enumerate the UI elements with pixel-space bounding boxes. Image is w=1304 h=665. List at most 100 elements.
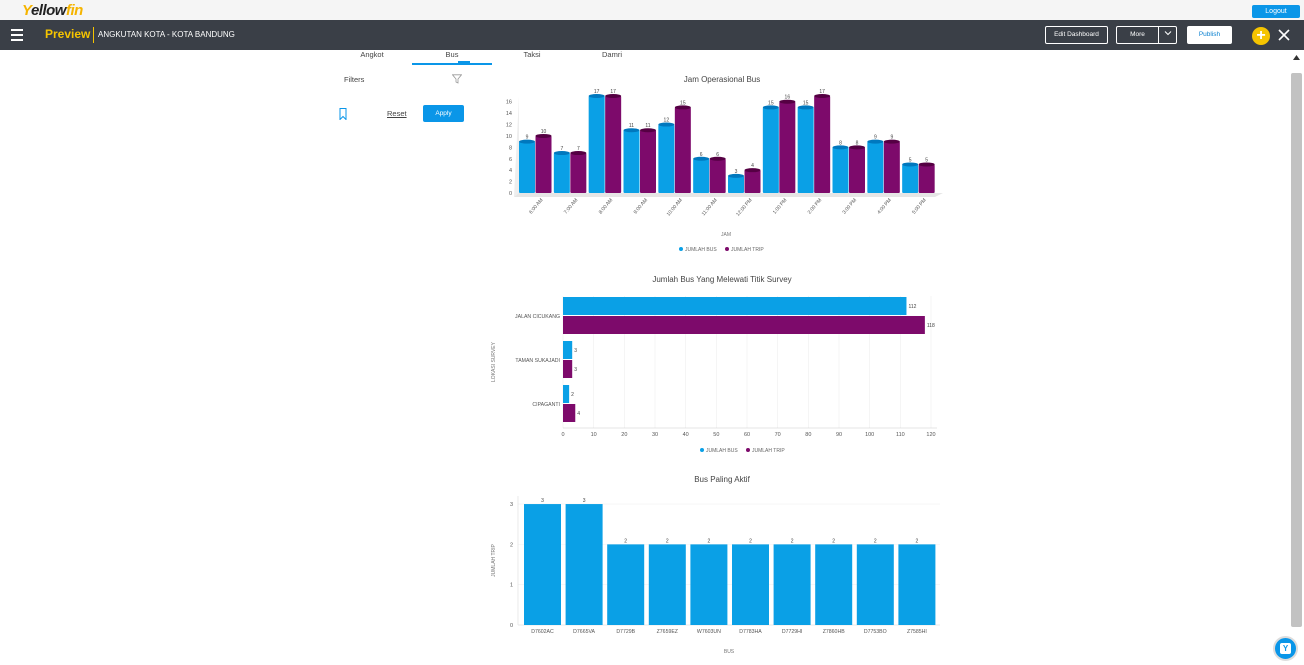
x-tick-label: 1:00 PM bbox=[772, 197, 789, 215]
scroll-up-icon[interactable] bbox=[1292, 54, 1301, 62]
y-tick-label: 1 bbox=[510, 583, 513, 589]
bar bbox=[732, 544, 769, 625]
x-tick-label: D7753BO bbox=[864, 629, 887, 635]
x-tick-label: 10:00 AM bbox=[666, 197, 684, 217]
bar bbox=[519, 141, 535, 193]
y-tick-label: 3 bbox=[510, 502, 513, 508]
tab-angkot[interactable]: Angkot bbox=[360, 50, 384, 59]
data-label: 5 bbox=[909, 157, 912, 163]
data-label: 17 bbox=[819, 89, 825, 95]
divider bbox=[93, 27, 94, 43]
tab-damri[interactable]: Damri bbox=[602, 50, 622, 59]
apply-button[interactable]: Apply bbox=[423, 105, 464, 122]
x-tick-label: 50 bbox=[713, 432, 719, 438]
legend-swatch bbox=[746, 448, 750, 452]
tab-taksi[interactable]: Taksi bbox=[523, 50, 541, 59]
bar bbox=[883, 141, 900, 193]
bar bbox=[563, 316, 925, 334]
data-label: 6 bbox=[716, 152, 719, 158]
x-tick-label: 5:00 PM bbox=[911, 197, 928, 215]
y-tick-label: 4 bbox=[509, 168, 512, 174]
bar bbox=[902, 164, 919, 193]
y-tick-label: CIPAGANTI bbox=[532, 402, 560, 408]
data-label: 15 bbox=[680, 100, 686, 106]
bar-cap bbox=[674, 105, 691, 110]
add-icon[interactable]: + bbox=[1252, 27, 1270, 45]
bar bbox=[588, 96, 605, 193]
bar-cap bbox=[605, 94, 622, 98]
legend-item: JUMLAH TRIP bbox=[731, 247, 764, 253]
reset-link[interactable]: Reset bbox=[387, 109, 407, 118]
bookmark-icon[interactable] bbox=[339, 108, 347, 120]
y-tick-label: 0 bbox=[510, 623, 513, 629]
y-tick-label: 0 bbox=[509, 191, 512, 197]
bar bbox=[898, 544, 936, 625]
hamburger-menu-icon[interactable] bbox=[11, 29, 23, 41]
preview-label: Preview bbox=[45, 27, 91, 41]
bar bbox=[648, 544, 686, 625]
bar-cap bbox=[762, 105, 779, 110]
x-tick-label: 6:00 AM bbox=[528, 197, 544, 215]
bar bbox=[563, 360, 573, 378]
help-button[interactable]: Y bbox=[1273, 636, 1298, 661]
bar-cap bbox=[744, 168, 761, 173]
bar bbox=[565, 504, 603, 625]
data-label: 10 bbox=[541, 129, 547, 135]
x-tick-label: Z7659EZ bbox=[657, 629, 678, 635]
bar-cap bbox=[640, 128, 656, 133]
bar bbox=[690, 544, 728, 625]
data-label: 4 bbox=[577, 411, 580, 417]
bar-cap bbox=[709, 156, 726, 161]
chevron-down-icon[interactable] bbox=[1164, 29, 1172, 37]
x-axis-label: JAM bbox=[721, 232, 731, 238]
scroll-thumb[interactable] bbox=[1291, 73, 1302, 627]
floor bbox=[514, 193, 943, 197]
y-tick-label: 10 bbox=[506, 134, 512, 140]
close-icon[interactable] bbox=[1277, 28, 1291, 42]
x-tick-label: 11:00 AM bbox=[701, 197, 719, 217]
data-label: 17 bbox=[594, 89, 600, 95]
chart-bus-paling-aktif: 0 1 2 3 3 D7602AC 3 D7665VA 2 D7729B 2 Z7659EZ 2 W760… bbox=[491, 496, 940, 655]
data-label: 9 bbox=[526, 135, 529, 141]
data-label: 5 bbox=[925, 157, 928, 163]
tab-bus[interactable]: Bus bbox=[412, 50, 492, 65]
data-label: 118 bbox=[927, 323, 935, 329]
x-tick-label: W7603UN bbox=[697, 629, 721, 635]
bar bbox=[524, 504, 561, 625]
x-tick-label: 120 bbox=[926, 432, 935, 438]
filter-icon[interactable] bbox=[452, 74, 462, 84]
bar bbox=[918, 164, 935, 193]
edit-dashboard-button[interactable]: Edit Dashboard bbox=[1045, 26, 1108, 44]
legend-swatch bbox=[700, 448, 704, 452]
data-label: 16 bbox=[785, 95, 791, 101]
y-tick-label: 2 bbox=[509, 180, 512, 186]
more-button[interactable]: More bbox=[1116, 26, 1177, 44]
data-label: 9 bbox=[890, 135, 893, 141]
bar-cap bbox=[797, 105, 814, 110]
bar-cap bbox=[693, 156, 710, 161]
publish-button[interactable]: Publish bbox=[1187, 26, 1232, 44]
data-label: 11 bbox=[645, 123, 650, 129]
data-label: 9 bbox=[874, 135, 877, 141]
y-tick-label: 14 bbox=[506, 111, 512, 117]
x-tick-label: D7602AC bbox=[531, 629, 554, 635]
chart3-title: Bus Paling Aktif bbox=[694, 475, 750, 484]
data-label: 2 bbox=[624, 538, 627, 544]
bar bbox=[563, 341, 573, 359]
bar-cap bbox=[902, 162, 919, 167]
y-axis-label: LOKASI SURVEY bbox=[491, 341, 497, 382]
logout-button[interactable]: Logout bbox=[1252, 5, 1300, 18]
bar-cap bbox=[867, 139, 884, 144]
data-label: 2 bbox=[571, 392, 574, 398]
data-label: 11 bbox=[629, 123, 634, 129]
bar bbox=[814, 96, 831, 193]
dashboard-title: ANGKUTAN KOTA - KOTA BANDUNG bbox=[98, 30, 235, 39]
x-tick-label: 7:00 AM bbox=[563, 197, 579, 215]
divider bbox=[1158, 27, 1159, 43]
bar-cap bbox=[553, 151, 570, 156]
x-tick-label: D7665VA bbox=[573, 629, 595, 635]
bar bbox=[797, 107, 814, 193]
tab-indicator bbox=[458, 61, 470, 63]
chart1-title: Jam Operasional Bus bbox=[683, 75, 761, 84]
x-tick-label: 4:00 PM bbox=[876, 197, 893, 215]
